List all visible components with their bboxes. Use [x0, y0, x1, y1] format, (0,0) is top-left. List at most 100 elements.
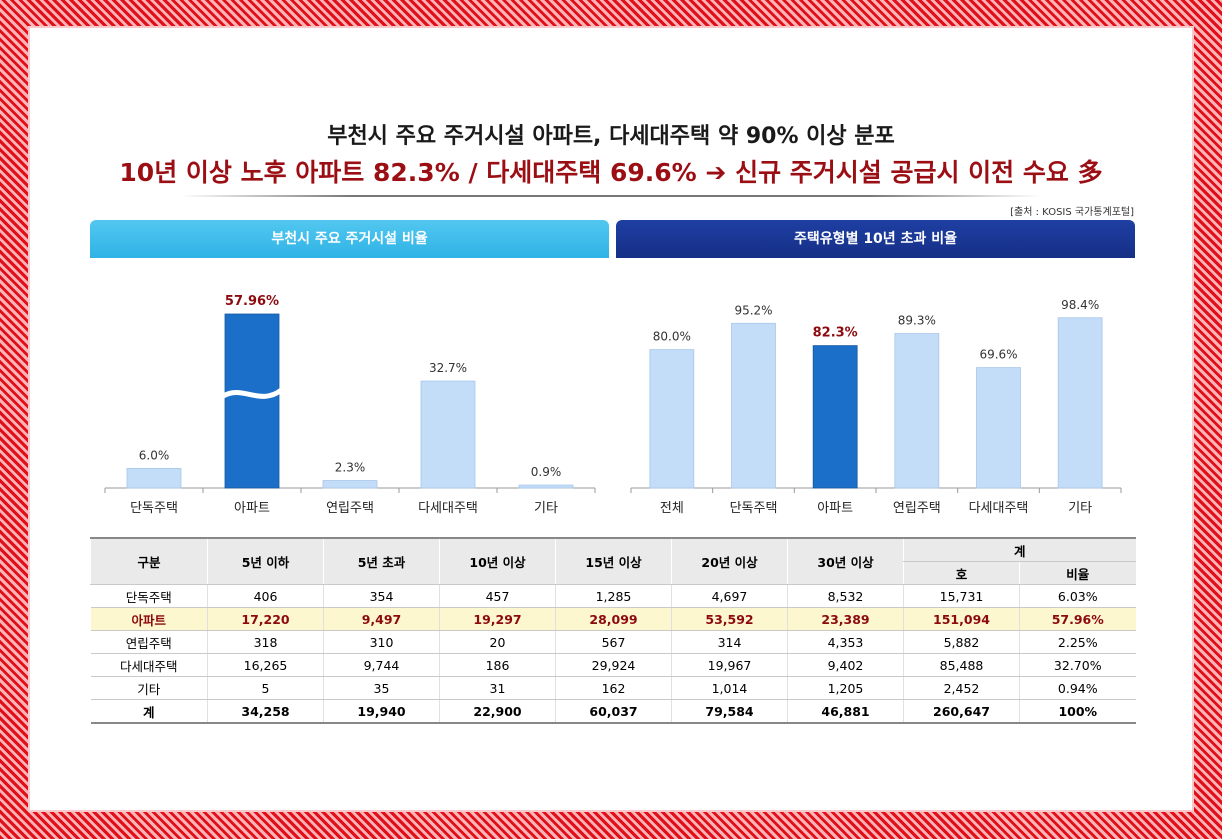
table-row: 아파트 17,220 9,497 19,297 28,099 53,592 23,389 15… — [90, 607, 1136, 631]
housing-age-table: 구분 5년 이하 5년 초과 10년 이상 15년 이상 20년 이상 30년 … — [90, 537, 1136, 724]
table-cell: 100% — [1018, 699, 1136, 724]
over-10-years-chart: 80.0% 전체 95.2% 단독주택 82.3% 아파트 89.3% 연립주택 69.6% 다세… — [630, 298, 1122, 516]
table-header-ratio: 비율 — [1018, 561, 1136, 585]
bar-단독주택 — [126, 467, 182, 489]
table-header-col: 5년 이하 — [207, 537, 324, 585]
row-label: 연립주택 — [90, 630, 208, 654]
data-label: 57.96% — [225, 294, 279, 309]
table-cell: 567 — [555, 630, 672, 654]
data-label: 6.0% — [139, 448, 170, 462]
table-header-col: 5년 초과 — [323, 537, 440, 585]
title-divider — [180, 195, 1040, 197]
category-label: 기타 — [1068, 501, 1092, 516]
bar-아파트 — [812, 345, 858, 489]
bar-기타 — [518, 484, 574, 489]
table-cell: 5 — [207, 676, 324, 700]
table-header-col: 30년 이상 — [787, 537, 904, 585]
table-cell: 4,353 — [787, 630, 904, 654]
housing-share-chart: 6.0% 단독주택 57.96% 아파트 2.3% 연립주택 32.7% 다세대주택 0.9% 기… — [104, 294, 596, 516]
table-cell: 457 — [439, 584, 556, 608]
bar-전체 — [649, 349, 695, 489]
data-label: 95.2% — [734, 303, 772, 317]
right-chart-title: 주택유형별 10년 초과 비율 — [616, 220, 1135, 258]
table-cell: 31 — [439, 676, 556, 700]
table-cell: 151,094 — [903, 607, 1020, 631]
data-label: 69.6% — [979, 348, 1017, 362]
table-cell: 310 — [323, 630, 440, 654]
category-label: 아파트 — [234, 501, 270, 516]
bar-아파트 — [224, 313, 280, 489]
table-header-col: 10년 이상 — [439, 537, 556, 585]
table-cell: 260,647 — [903, 699, 1020, 724]
table-cell: 60,037 — [555, 699, 672, 724]
row-label: 기타 — [90, 676, 208, 700]
table-cell: 1,205 — [787, 676, 904, 700]
data-label: 2.3% — [335, 460, 366, 474]
table-cell: 2.25% — [1018, 630, 1136, 654]
category-label: 전체 — [660, 501, 684, 516]
table-cell: 19,967 — [671, 653, 788, 677]
table-cell: 186 — [439, 653, 556, 677]
bar-다세대주택 — [420, 380, 476, 489]
category-label: 연립주택 — [893, 501, 941, 516]
data-label: 89.3% — [898, 314, 936, 328]
page-subtitle: 10년 이상 노후 아파트 82.3% / 다세대주택 69.6% ➔ 신규 주… — [119, 158, 1103, 187]
table-cell: 19,297 — [439, 607, 556, 631]
bar-연립주택 — [894, 333, 940, 489]
table-cell: 57.96% — [1018, 607, 1136, 631]
table-cell: 314 — [671, 630, 788, 654]
table-header-count: 호 — [903, 561, 1020, 585]
axis-break-mark — [221, 388, 283, 399]
category-label: 단독주택 — [730, 501, 778, 516]
table-row: 계 34,258 19,940 22,900 60,037 79,584 46,881 260… — [90, 699, 1136, 724]
table-cell: 1,014 — [671, 676, 788, 700]
table-cell: 85,488 — [903, 653, 1020, 677]
table-cell: 2,452 — [903, 676, 1020, 700]
table-row: 연립주택 318 310 20 567 314 4,353 5,882 2.25% — [90, 630, 1136, 654]
left-chart-title: 부천시 주요 주거시설 비율 — [90, 220, 609, 258]
table-cell: 46,881 — [787, 699, 904, 724]
table-cell: 32.70% — [1018, 653, 1136, 677]
table-row: 단독주택 406 354 457 1,285 4,697 8,532 15,731 6.03% — [90, 584, 1136, 608]
table-header-corner: 구분 — [90, 537, 208, 585]
table-cell: 19,940 — [323, 699, 440, 724]
table-cell: 1,285 — [555, 584, 672, 608]
table-cell: 162 — [555, 676, 672, 700]
row-label: 아파트 — [90, 607, 208, 631]
table-row: 다세대주택 16,265 9,744 186 29,924 19,967 9,402 85,4… — [90, 653, 1136, 677]
data-label: 82.3% — [813, 326, 858, 341]
category-label: 연립주택 — [326, 501, 374, 516]
data-label: 32.7% — [429, 361, 467, 375]
table-cell: 29,924 — [555, 653, 672, 677]
table-cell: 9,497 — [323, 607, 440, 631]
table-cell: 35 — [323, 676, 440, 700]
table-cell: 318 — [207, 630, 324, 654]
data-label: 80.0% — [653, 330, 691, 344]
table-cell: 8,532 — [787, 584, 904, 608]
table-cell: 5,882 — [903, 630, 1020, 654]
source-note: [출처 : KOSIS 국가통계포털] — [1010, 207, 1134, 218]
table-cell: 0.94% — [1018, 676, 1136, 700]
category-label: 아파트 — [817, 501, 853, 516]
table-cell: 34,258 — [207, 699, 324, 724]
table-cell: 354 — [323, 584, 440, 608]
table-cell: 23,389 — [787, 607, 904, 631]
row-label: 다세대주택 — [90, 653, 208, 677]
bar-단독주택 — [731, 322, 776, 489]
table-cell: 406 — [207, 584, 324, 608]
table-cell: 6.03% — [1018, 584, 1136, 608]
bar-기타 — [1057, 317, 1103, 489]
table-cell: 22,900 — [439, 699, 556, 724]
category-label: 단독주택 — [130, 501, 178, 516]
category-label: 다세대주택 — [969, 501, 1029, 516]
table-header-total: 계 — [902, 537, 1136, 562]
table-cell: 4,697 — [671, 584, 788, 608]
category-label: 기타 — [534, 501, 558, 516]
table-cell: 15,731 — [903, 584, 1020, 608]
category-label: 다세대주택 — [418, 501, 478, 516]
bar-다세대주택 — [976, 367, 1021, 489]
row-label: 단독주택 — [90, 584, 208, 608]
table-cell: 20 — [439, 630, 556, 654]
table-cell: 9,402 — [787, 653, 904, 677]
bar-연립주택 — [322, 480, 378, 489]
